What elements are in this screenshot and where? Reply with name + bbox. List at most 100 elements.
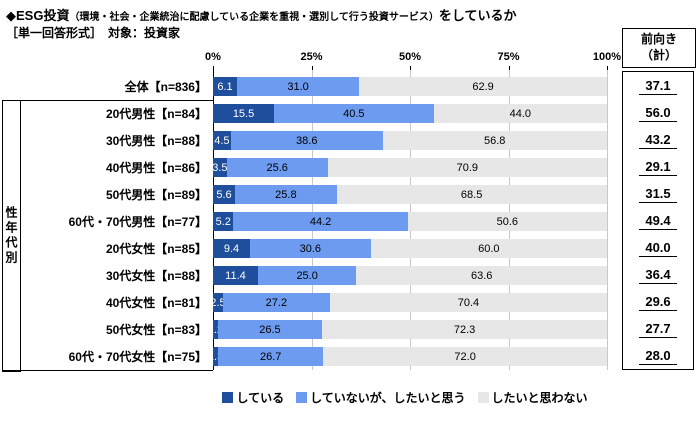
bar-segment-want: 25.0 <box>257 266 357 285</box>
table-row: 30代女性【n=88】 11.4 25.0 63.6 <box>0 262 607 289</box>
table-row: 60代・70代男性【n=77】 5.2 44.2 50.6 <box>0 208 607 235</box>
forward-total-column: 37.1 56.0 43.2 29.1 31.5 49.4 40.0 36.4 … <box>622 71 694 370</box>
legend-item-want: していないが、したいと思う <box>296 389 466 406</box>
legend-label: したいと思わない <box>491 391 588 405</box>
bar-group: 1.2 26.5 72.3 <box>208 320 607 339</box>
bar-segment-no: 63.6 <box>356 266 607 285</box>
forward-total-value: 28.0 <box>623 343 693 370</box>
bar-segment-no: 72.3 <box>322 320 607 339</box>
legend-swatch-icon <box>477 392 489 403</box>
x-axis: 0% 25% 50% 75% 100% <box>205 51 621 65</box>
axis-tick-label: 50% <box>398 51 422 63</box>
axis-tick <box>311 66 313 70</box>
row-label: 全体【n=836】 <box>124 80 207 94</box>
bar-segment-want: 40.5 <box>274 104 434 123</box>
row-label: 60代・70代男性【n=77】 <box>68 215 207 229</box>
bar-segment-no: 68.5 <box>336 185 607 204</box>
bar-segment-no: 60.0 <box>370 239 607 258</box>
axis-tick <box>213 66 214 70</box>
row-label: 40代男性【n=86】 <box>105 161 207 175</box>
bar-segment-want: 30.6 <box>250 239 371 258</box>
legend-swatch-icon <box>296 392 308 403</box>
table-row: 60代・70代女性【n=75】 1.3 26.7 72.0 <box>0 343 607 370</box>
forward-total-value: 37.1 <box>623 73 693 100</box>
bar-group: 4.5 38.6 56.8 <box>213 131 607 150</box>
bar-segment-want: 27.2 <box>222 293 330 312</box>
bar-segment-doing: 3.5 <box>212 158 228 177</box>
bar-segment-doing: 6.1 <box>213 77 238 96</box>
bar-group: 5.6 25.8 68.5 <box>213 185 607 204</box>
gridline <box>607 70 608 370</box>
forward-total-value: 56.0 <box>623 100 693 127</box>
axis-tick-label: 0% <box>205 51 221 63</box>
row-label: 30代女性【n=88】 <box>105 269 207 283</box>
bar-segment-doing: 9.4 <box>213 239 251 258</box>
bar-group: 5.2 44.2 50.6 <box>213 212 607 231</box>
group-divider-top <box>2 100 213 101</box>
axis-tick <box>607 66 608 70</box>
bar-segment-doing: 4.5 <box>213 131 231 150</box>
row-label: 50代女性【n=83】 <box>105 323 207 337</box>
bar-group: 15.5 40.5 44.0 <box>213 104 607 123</box>
forward-total-value: 43.2 <box>623 127 693 154</box>
row-label: 30代男性【n=88】 <box>105 134 207 148</box>
bar-segment-doing: 5.2 <box>213 212 234 231</box>
table-row: 40代女性【n=81】 2.5 27.2 70.4 <box>0 289 607 316</box>
bar-group: 9.4 30.6 60.0 <box>213 239 607 258</box>
bar-segment-doing: 15.5 <box>213 104 275 123</box>
table-row: 50代男性【n=89】 5.6 25.8 68.5 <box>0 181 607 208</box>
bar-segment-no: 62.9 <box>359 77 607 96</box>
group-divider-bottom <box>2 370 213 371</box>
bar-segment-no: 44.0 <box>433 104 607 123</box>
forward-total-value: 29.6 <box>623 289 693 316</box>
bar-segment-want: 38.6 <box>230 131 383 150</box>
bar-group: 2.5 27.2 70.4 <box>210 293 607 312</box>
table-row: 50代女性【n=83】 1.2 26.5 72.3 <box>0 316 607 343</box>
axis-tick-label: 75% <box>497 51 520 63</box>
survey-subtitle: ［単一回答形式］ 対象：投資家 <box>6 26 181 40</box>
legend-item-no: したいと思わない <box>477 389 588 406</box>
legend: している していないが、したいと思う したいと思わない <box>0 389 700 406</box>
bar-segment-no: 50.6 <box>407 212 607 231</box>
axis-tick-label: 25% <box>300 51 323 63</box>
row-label: 60代・70代女性【n=75】 <box>68 350 207 364</box>
bar-segment-doing: 5.6 <box>213 185 236 204</box>
bar-segment-no: 72.0 <box>323 347 607 366</box>
bar-group: 1.3 26.7 72.0 <box>208 347 607 366</box>
row-label: 20代男性【n=84】 <box>105 107 207 121</box>
group-label-box: 性年代別 <box>2 100 21 372</box>
axis-tick <box>410 66 411 70</box>
axis-tick <box>508 66 510 70</box>
row-label: 20代女性【n=85】 <box>105 242 207 256</box>
bar-segment-want: 26.7 <box>218 347 324 366</box>
forward-total-value: 31.5 <box>623 181 693 208</box>
row-label: 40代女性【n=81】 <box>105 296 207 310</box>
row-label: 50代男性【n=89】 <box>105 188 207 202</box>
bar-segment-no: 70.4 <box>329 293 607 312</box>
table-row: 30代男性【n=88】 4.5 38.6 56.8 <box>0 127 607 154</box>
bar-segment-want: 25.8 <box>235 185 337 204</box>
legend-swatch-icon <box>222 392 234 403</box>
table-row: 20代女性【n=85】 9.4 30.6 60.0 <box>0 235 607 262</box>
bar-group: 11.4 25.0 63.6 <box>213 266 607 285</box>
forward-total-value: 40.0 <box>623 235 693 262</box>
bar-group: 3.5 25.6 70.9 <box>212 158 607 177</box>
bar-segment-want: 31.0 <box>237 77 360 96</box>
table-row: 20代男性【n=84】 15.5 40.5 44.0 <box>0 100 607 127</box>
group-label: 性年代別 <box>4 206 18 266</box>
bar-segment-doing: 11.4 <box>213 266 258 285</box>
title-main: ◆ESG投資 <box>6 8 70 23</box>
table-row: 全体【n=836】 6.1 31.0 62.9 <box>0 73 607 100</box>
legend-label: していないが、したいと思う <box>310 391 466 405</box>
bar-segment-doing: 2.5 <box>210 293 226 312</box>
forward-total-value: 27.7 <box>623 316 693 343</box>
bar-segment-want: 25.6 <box>226 158 328 177</box>
bar-segment-no: 56.8 <box>382 131 607 150</box>
forward-total-value: 49.4 <box>623 208 693 235</box>
bar-segment-no: 70.9 <box>327 158 607 177</box>
legend-item-doing: している <box>222 389 284 406</box>
bar-rows: 全体【n=836】 6.1 31.0 62.9 20代男性【n=84】 15.5… <box>0 73 607 370</box>
bar-segment-want: 44.2 <box>233 212 408 231</box>
title-tail: をしているか <box>438 8 517 23</box>
